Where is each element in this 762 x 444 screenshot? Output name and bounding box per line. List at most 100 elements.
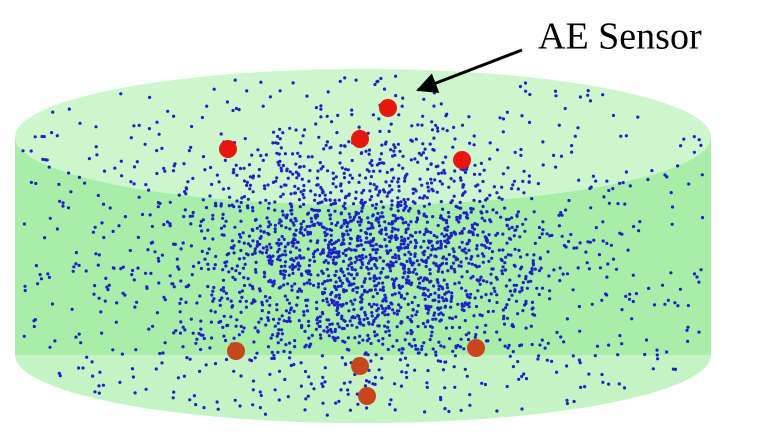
event-dot xyxy=(336,322,339,325)
event-dot xyxy=(281,131,284,134)
event-dot xyxy=(511,226,514,229)
event-dot xyxy=(457,220,460,223)
event-dot xyxy=(48,276,51,279)
event-dot xyxy=(458,246,461,249)
event-dot xyxy=(612,114,615,117)
event-dot xyxy=(541,339,544,342)
event-dot xyxy=(377,282,380,285)
event-dot xyxy=(34,135,37,138)
event-dot xyxy=(699,144,702,147)
event-dot xyxy=(630,317,633,320)
event-dot xyxy=(300,190,303,193)
event-dot xyxy=(288,274,291,277)
event-dot xyxy=(492,310,495,313)
event-dot xyxy=(188,398,191,401)
event-dot xyxy=(455,346,458,349)
event-dot xyxy=(620,308,623,311)
event-dot xyxy=(676,164,679,167)
event-dot xyxy=(487,260,490,263)
event-dot xyxy=(500,269,503,272)
event-dot xyxy=(355,291,358,294)
event-dot xyxy=(406,260,409,263)
event-dot xyxy=(524,218,527,221)
event-dot xyxy=(133,278,136,281)
diagram: AE Sensor xyxy=(0,0,762,444)
event-dot xyxy=(446,269,449,272)
event-dot xyxy=(286,282,289,285)
event-dot xyxy=(199,328,202,331)
event-dot xyxy=(353,336,356,339)
event-dot xyxy=(371,382,374,385)
event-dot xyxy=(537,354,540,357)
event-dot xyxy=(439,344,442,347)
event-dot xyxy=(295,176,298,179)
event-dot xyxy=(440,318,443,321)
event-dot xyxy=(560,155,563,158)
event-dot xyxy=(287,395,290,398)
event-dot xyxy=(391,256,394,259)
event-dot xyxy=(419,178,422,181)
event-dot xyxy=(476,234,479,237)
event-dot xyxy=(373,274,376,277)
event-dot xyxy=(342,288,345,291)
event-dot xyxy=(470,208,473,211)
event-dot xyxy=(363,318,366,321)
event-dot xyxy=(325,199,328,202)
event-dot xyxy=(475,305,478,308)
event-dot xyxy=(250,302,253,305)
event-dot xyxy=(214,263,217,266)
event-dot xyxy=(397,249,400,252)
event-dot xyxy=(131,367,134,370)
event-dot xyxy=(494,234,497,237)
event-dot xyxy=(451,326,454,329)
event-dot xyxy=(517,187,520,190)
event-dot xyxy=(360,307,363,310)
event-dot xyxy=(687,182,690,185)
event-dot xyxy=(309,232,312,235)
event-dot xyxy=(78,176,81,179)
event-dot xyxy=(360,261,363,264)
event-dot xyxy=(398,286,401,289)
event-dot xyxy=(412,271,415,274)
event-dot xyxy=(456,303,459,306)
event-dot xyxy=(366,168,369,171)
event-dot xyxy=(510,216,513,219)
event-dot xyxy=(75,251,78,254)
event-dot xyxy=(319,161,322,164)
event-dot xyxy=(97,194,100,197)
event-dot xyxy=(211,214,214,217)
event-dot xyxy=(172,115,175,118)
event-dot xyxy=(330,203,333,206)
event-dot xyxy=(584,251,587,254)
event-dot xyxy=(360,220,363,223)
event-dot xyxy=(373,83,376,86)
event-dot xyxy=(652,367,655,370)
event-dot xyxy=(401,97,404,100)
event-dot xyxy=(195,301,198,304)
event-dot xyxy=(192,265,195,268)
event-dot xyxy=(394,234,397,237)
event-dot xyxy=(230,246,233,249)
event-dot xyxy=(347,233,350,236)
event-dot xyxy=(473,134,476,137)
event-dot xyxy=(62,201,65,204)
event-dot xyxy=(343,202,346,205)
event-dot xyxy=(397,185,400,188)
event-dot xyxy=(335,175,338,178)
event-dot xyxy=(342,260,345,263)
event-dot xyxy=(448,316,451,319)
event-dot xyxy=(520,407,523,410)
event-dot xyxy=(323,261,326,264)
event-dot xyxy=(390,123,393,126)
event-dot xyxy=(375,80,378,83)
event-dot xyxy=(685,329,688,332)
event-dot xyxy=(592,239,595,242)
event-dot xyxy=(454,354,457,357)
event-dot xyxy=(354,261,357,264)
event-dot xyxy=(368,303,371,306)
event-dot xyxy=(326,279,329,282)
event-dot xyxy=(319,104,322,107)
event-dot xyxy=(253,300,256,303)
event-dot xyxy=(411,140,414,143)
event-dot xyxy=(302,189,305,192)
